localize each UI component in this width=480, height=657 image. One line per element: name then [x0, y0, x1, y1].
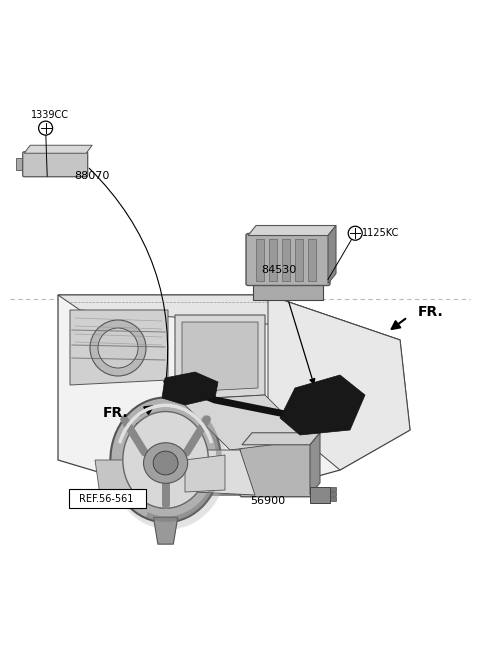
Polygon shape: [155, 450, 255, 495]
Circle shape: [98, 328, 138, 368]
FancyBboxPatch shape: [240, 443, 312, 497]
Text: REF.56-561: REF.56-561: [79, 494, 134, 505]
Polygon shape: [162, 372, 218, 405]
Ellipse shape: [123, 411, 208, 509]
Bar: [330, 497, 336, 501]
Text: 84530: 84530: [261, 265, 296, 275]
Ellipse shape: [110, 397, 221, 522]
Bar: [282, 238, 290, 281]
Bar: [16, 158, 26, 170]
Polygon shape: [328, 225, 336, 284]
Polygon shape: [248, 225, 336, 235]
Polygon shape: [185, 455, 225, 492]
Polygon shape: [310, 433, 320, 495]
Text: FR.: FR.: [418, 305, 444, 319]
Polygon shape: [242, 433, 320, 445]
Polygon shape: [253, 284, 323, 300]
Bar: [308, 238, 316, 281]
Circle shape: [38, 121, 53, 135]
Polygon shape: [24, 145, 92, 153]
Polygon shape: [58, 295, 410, 495]
Ellipse shape: [144, 443, 188, 484]
Circle shape: [348, 226, 362, 240]
Bar: [269, 238, 277, 281]
Ellipse shape: [110, 398, 227, 530]
Circle shape: [90, 320, 146, 376]
Polygon shape: [95, 460, 140, 495]
Polygon shape: [154, 517, 178, 544]
FancyBboxPatch shape: [246, 233, 330, 286]
Polygon shape: [310, 487, 330, 503]
Text: 88070: 88070: [74, 171, 110, 181]
FancyBboxPatch shape: [69, 489, 145, 509]
Text: 1125KC: 1125KC: [362, 228, 400, 238]
Ellipse shape: [153, 451, 178, 475]
Bar: [295, 238, 303, 281]
Polygon shape: [70, 310, 168, 385]
Text: FR.: FR.: [103, 405, 129, 420]
Polygon shape: [268, 295, 410, 470]
Bar: [330, 491, 336, 496]
Text: 1339CC: 1339CC: [31, 110, 69, 120]
FancyBboxPatch shape: [23, 152, 88, 177]
Polygon shape: [280, 375, 365, 435]
Polygon shape: [182, 322, 258, 392]
Text: 56900: 56900: [250, 496, 286, 506]
Bar: [330, 487, 336, 491]
Polygon shape: [180, 395, 310, 450]
Polygon shape: [58, 295, 400, 340]
Bar: [256, 238, 264, 281]
Polygon shape: [175, 315, 265, 400]
